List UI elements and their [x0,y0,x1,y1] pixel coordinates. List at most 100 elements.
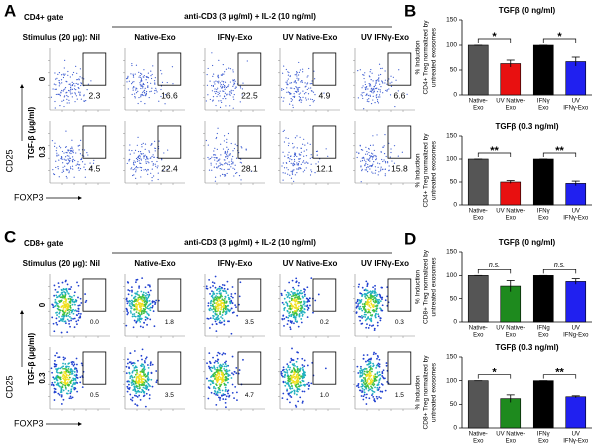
event-dot [71,140,72,141]
event-dot [162,82,163,83]
event-dot [55,161,56,162]
event-dot [286,316,288,318]
gate-percentage: 0.0 [90,319,99,326]
event-dot [235,173,236,174]
event-dot [379,307,381,309]
event-dot [233,80,234,81]
event-dot [295,86,296,87]
event-dot [283,366,285,368]
event-dot [223,324,225,326]
event-dot [242,88,243,89]
event-dot [290,155,291,156]
event-dot [287,317,289,319]
event-dot [146,163,147,164]
event-dot [299,310,301,312]
event-dot [218,309,220,311]
event-dot [229,164,230,165]
event-dot [74,101,75,102]
event-dot [71,361,73,363]
event-dot [74,291,76,293]
event-dot [310,144,311,145]
event-dot [153,164,154,165]
event-dot [282,73,283,74]
event-dot [298,168,299,169]
event-dot [231,163,232,164]
event-dot [299,72,300,73]
flow-plot: 4.9 [278,48,340,112]
event-dot [73,387,75,389]
event-dot [312,99,313,100]
event-dot [313,71,314,72]
event-dot [57,74,58,75]
event-dot [69,313,71,315]
event-dot [367,171,368,172]
event-dot [155,150,156,151]
event-dot [80,159,81,160]
event-dot [69,161,70,162]
event-dot [375,85,376,86]
event-dot [52,140,53,141]
event-dot [54,72,55,73]
gate [83,126,106,158]
event-dot [137,315,139,317]
gate-percentage: 4.5 [88,164,100,174]
event-dot [293,374,295,376]
event-dot [148,77,149,78]
event-dot [227,375,229,377]
x-tick-label: UV Native- [496,326,525,332]
event-dot [208,352,210,354]
event-dot [52,88,53,89]
event-dot [286,294,288,296]
event-dot [381,151,382,152]
event-dot [367,164,368,165]
event-dot [126,372,128,374]
event-dot [381,375,383,377]
event-dot [69,160,70,161]
event-dot [67,75,68,76]
event-dot [373,86,374,87]
event-dot [150,307,152,309]
event-dot [140,88,141,89]
event-dot [304,93,305,94]
x-tick-label: IFNγ [537,432,550,438]
event-dot [66,291,68,293]
event-dot [292,299,294,301]
event-dot [236,172,237,173]
event-dot [59,105,60,106]
event-dot [68,288,70,290]
event-dot [78,167,79,168]
event-dot [70,388,72,390]
event-dot [311,164,312,165]
event-dot [372,99,373,100]
event-dot [377,99,378,100]
event-dot [223,290,225,292]
gate-percentage: 28.1 [241,164,258,174]
event-dot [376,305,378,307]
event-dot [56,312,58,314]
row-label: 0 [38,76,47,81]
event-dot [72,93,73,94]
event-dot [307,316,309,318]
y-axis-label: untreated exosomes [431,140,438,200]
event-dot [377,313,379,315]
event-dot [75,66,76,67]
event-dot [285,371,287,373]
event-dot [380,391,382,393]
event-dot [147,82,148,83]
event-dot [152,302,154,304]
event-dot [369,376,371,378]
event-dot [295,319,297,321]
event-dot [227,155,228,156]
event-dot [69,373,71,375]
event-dot [71,373,73,375]
row-label: 0 [38,302,47,307]
y-axis-label: untreated exosomes [431,27,438,87]
event-dot [80,313,82,315]
event-dot [370,71,371,72]
event-dot [141,78,142,79]
event-dot [126,366,128,368]
event-dot [84,293,86,295]
event-dot [300,293,302,295]
event-dot [302,367,304,369]
event-dot [55,107,56,108]
